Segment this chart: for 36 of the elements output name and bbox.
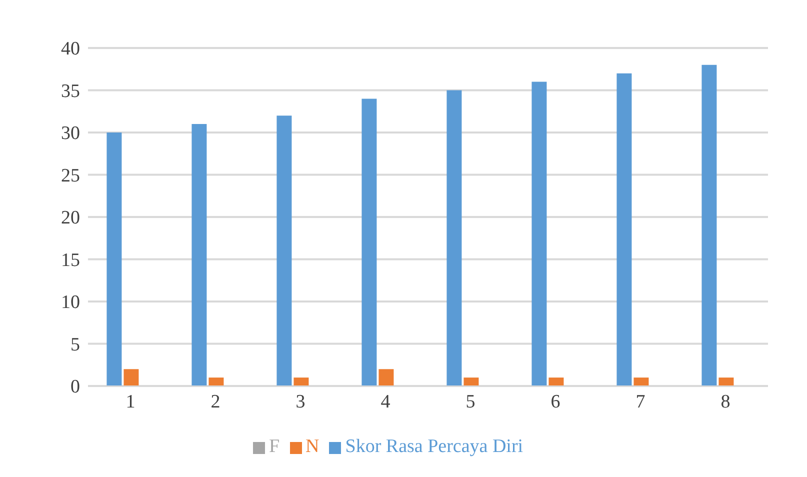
bar (294, 378, 309, 386)
y-tick-label: 25 (61, 165, 80, 186)
bar (106, 132, 122, 386)
bar (532, 82, 547, 386)
y-tick-label: 15 (61, 250, 80, 271)
bar (378, 369, 394, 386)
x-tick-label: 8 (720, 391, 730, 412)
bar (548, 378, 564, 386)
bar (634, 378, 649, 386)
bar (276, 116, 292, 386)
bar (124, 369, 139, 386)
x-tick-label: 3 (296, 391, 306, 412)
legend-label: Skor Rasa Percaya Diri (345, 436, 524, 457)
x-tick-label: 2 (210, 391, 220, 412)
y-tick-label: 5 (70, 334, 80, 356)
bar (718, 378, 734, 386)
x-tick-label: 4 (380, 391, 391, 412)
y-tick-label: 30 (61, 123, 80, 144)
x-tick-label: 5 (466, 391, 476, 412)
bar (192, 124, 207, 386)
bar (362, 98, 377, 386)
bar (208, 378, 224, 386)
y-tick-label: 35 (61, 80, 80, 102)
legend-label: F (268, 436, 280, 457)
x-tick-label: 7 (636, 391, 646, 412)
bar (616, 73, 632, 386)
y-tick-label: 0 (70, 376, 80, 398)
bar (446, 90, 462, 386)
bar (464, 378, 479, 386)
legend-label: N (306, 436, 320, 457)
x-tick-label: 6 (550, 391, 560, 412)
x-tick-label: 1 (126, 391, 136, 412)
y-tick-label: 40 (61, 38, 80, 60)
bar (702, 64, 717, 386)
y-tick-label: 20 (61, 208, 80, 229)
y-tick-label: 10 (61, 292, 80, 314)
